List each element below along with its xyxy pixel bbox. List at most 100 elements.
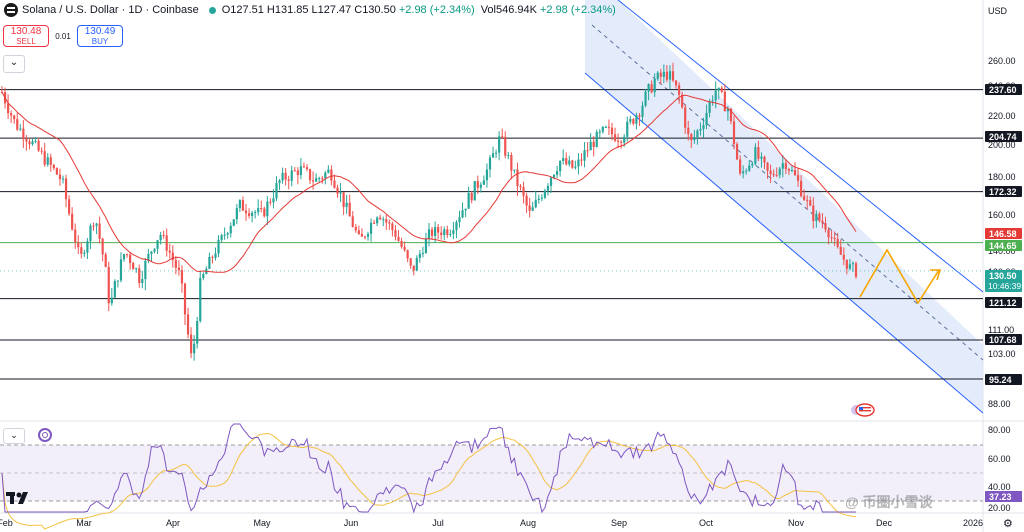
candle-body bbox=[110, 297, 113, 304]
candle-body bbox=[366, 233, 370, 237]
candle-body bbox=[290, 170, 293, 181]
candle-body bbox=[549, 177, 553, 186]
candle-body bbox=[836, 238, 839, 247]
candle-body bbox=[696, 130, 699, 138]
candle-body bbox=[180, 270, 184, 284]
candle-body bbox=[113, 281, 116, 298]
candle-body bbox=[293, 170, 296, 172]
candle-body bbox=[626, 121, 629, 137]
candle-body bbox=[763, 156, 766, 163]
candle-body bbox=[440, 232, 443, 236]
candle-body bbox=[507, 155, 510, 157]
candle-body bbox=[809, 200, 812, 206]
candle-body bbox=[138, 268, 141, 283]
candle-body bbox=[781, 163, 784, 169]
candle-body bbox=[434, 227, 437, 236]
candle-body bbox=[339, 192, 342, 194]
candle-body bbox=[235, 208, 238, 220]
candle-body bbox=[446, 229, 449, 235]
candle-body bbox=[217, 239, 220, 254]
candle-body bbox=[10, 113, 13, 116]
candle-body bbox=[739, 159, 742, 174]
candle-body bbox=[162, 234, 165, 236]
candle-body bbox=[223, 234, 226, 236]
candle-body bbox=[156, 240, 159, 249]
time-tick-label: Apr bbox=[166, 518, 180, 528]
channel-upper-line bbox=[617, 0, 984, 293]
price-label-box bbox=[985, 374, 1022, 385]
price-label: 130.50 bbox=[989, 271, 1017, 281]
rsi-value-label: 37.23 bbox=[989, 492, 1012, 502]
candle-body bbox=[251, 212, 254, 216]
candle-body bbox=[278, 180, 281, 184]
candle-body bbox=[552, 174, 556, 178]
candle-body bbox=[854, 263, 858, 277]
candle-body bbox=[357, 230, 360, 234]
time-tick-label: Jun bbox=[344, 518, 359, 528]
candle-body bbox=[284, 172, 287, 180]
rsi-indicator-icon[interactable] bbox=[38, 428, 52, 442]
rsi-tick-label: 80.00 bbox=[988, 425, 1011, 435]
candle-body bbox=[635, 115, 638, 124]
candle-body bbox=[263, 208, 266, 217]
candle-body bbox=[13, 115, 16, 120]
candle-body bbox=[607, 126, 611, 128]
currency-label[interactable]: USD bbox=[988, 6, 1008, 16]
sell-button[interactable]: 130.48 SELL bbox=[3, 25, 49, 47]
time-tick-label: May bbox=[253, 518, 271, 528]
rsi-tick-label: 20.00 bbox=[988, 503, 1011, 513]
candle-body bbox=[363, 236, 367, 238]
candle-body bbox=[315, 178, 318, 182]
trade-panel: 130.48 SELL 0.01 130.49 BUY bbox=[3, 24, 123, 48]
candle-body bbox=[7, 103, 10, 114]
candle-body bbox=[71, 213, 74, 230]
candle-body bbox=[437, 227, 440, 233]
change-value: +2.98 (+2.34%) bbox=[398, 4, 475, 16]
moving-average-line bbox=[1, 91, 857, 273]
candle-body bbox=[37, 140, 40, 151]
candle-body bbox=[592, 141, 595, 147]
candle-body bbox=[373, 222, 376, 224]
candle-body bbox=[775, 175, 778, 177]
candle-body bbox=[385, 219, 388, 223]
candle-body bbox=[528, 205, 531, 211]
candle-body bbox=[705, 112, 708, 126]
candle-body bbox=[34, 140, 37, 142]
solana-logo-icon bbox=[4, 3, 18, 17]
symbol-title[interactable]: Solana / U.S. Dollar · 1D · Coinbase bbox=[22, 4, 199, 16]
candle-body bbox=[790, 170, 794, 172]
sell-label: SELL bbox=[16, 37, 36, 46]
candle-body bbox=[815, 213, 818, 222]
candle-body bbox=[281, 172, 284, 181]
candle-body bbox=[360, 233, 363, 237]
rsi-collapse-button[interactable]: ⌄ bbox=[3, 428, 25, 444]
tradingview-logo-icon bbox=[6, 492, 28, 504]
candle-body bbox=[147, 253, 150, 261]
projection-arrow bbox=[930, 269, 942, 281]
candle-body bbox=[186, 314, 190, 335]
close-value: C130.50 bbox=[354, 4, 396, 16]
candle-body bbox=[379, 217, 382, 220]
candle-body bbox=[208, 256, 211, 269]
candle-body bbox=[318, 178, 321, 180]
low-value: L127.47 bbox=[311, 4, 352, 16]
candle-body bbox=[342, 192, 345, 207]
candle-body bbox=[586, 150, 589, 152]
buy-button[interactable]: 130.49 BUY bbox=[77, 25, 123, 47]
candle-body bbox=[376, 217, 379, 224]
collapse-legend-button[interactable]: ⌄ bbox=[3, 55, 25, 73]
candle-body bbox=[409, 258, 412, 266]
candle-body bbox=[92, 225, 95, 227]
candle-body bbox=[257, 208, 260, 213]
price-tick-label: 220.00 bbox=[988, 111, 1016, 121]
candle-body bbox=[443, 229, 446, 236]
rsi-tick-label: 40.00 bbox=[988, 482, 1011, 492]
candle-body bbox=[132, 263, 135, 270]
candle-body bbox=[580, 159, 583, 161]
settings-gear-icon[interactable]: ⚙ bbox=[1003, 518, 1013, 530]
us-flag-event-icon[interactable] bbox=[849, 403, 875, 417]
price-label-box bbox=[985, 228, 1022, 239]
candle-body bbox=[28, 141, 31, 145]
candle-body bbox=[534, 200, 537, 208]
